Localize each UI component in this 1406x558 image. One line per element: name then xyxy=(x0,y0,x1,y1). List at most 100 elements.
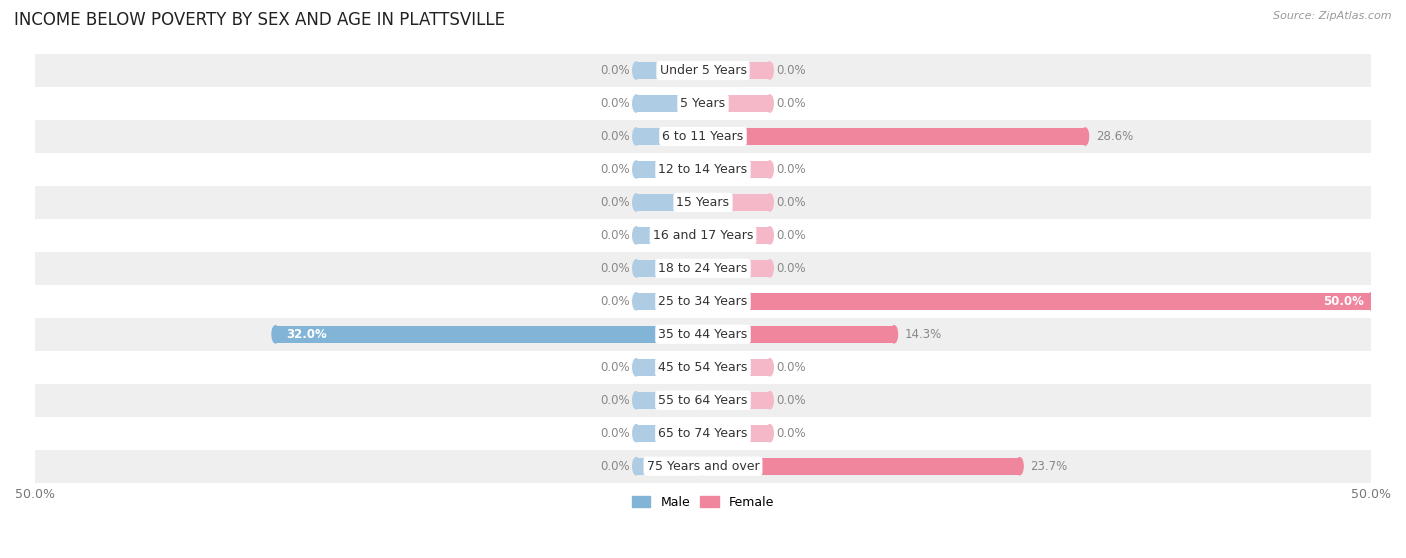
Text: 0.0%: 0.0% xyxy=(600,427,630,440)
Bar xyxy=(636,128,703,145)
Text: 15 Years: 15 Years xyxy=(676,196,730,209)
Text: 5 Years: 5 Years xyxy=(681,97,725,110)
Circle shape xyxy=(700,194,706,211)
Text: 32.0%: 32.0% xyxy=(287,328,328,341)
Bar xyxy=(636,95,703,112)
Bar xyxy=(703,227,770,244)
Circle shape xyxy=(700,392,706,409)
Bar xyxy=(276,326,703,343)
Circle shape xyxy=(633,293,640,310)
Text: 0.0%: 0.0% xyxy=(776,427,806,440)
Text: 12 to 14 Years: 12 to 14 Years xyxy=(658,163,748,176)
Text: 0.0%: 0.0% xyxy=(600,460,630,473)
Text: INCOME BELOW POVERTY BY SEX AND AGE IN PLATTSVILLE: INCOME BELOW POVERTY BY SEX AND AGE IN P… xyxy=(14,11,505,29)
Bar xyxy=(636,425,703,442)
Circle shape xyxy=(890,326,897,343)
Text: Source: ZipAtlas.com: Source: ZipAtlas.com xyxy=(1274,11,1392,21)
Circle shape xyxy=(700,227,706,244)
Circle shape xyxy=(700,227,706,244)
Bar xyxy=(636,194,703,211)
Circle shape xyxy=(700,458,706,475)
Circle shape xyxy=(700,458,706,475)
Bar xyxy=(35,384,1371,417)
Circle shape xyxy=(633,260,640,277)
Circle shape xyxy=(766,392,773,409)
Circle shape xyxy=(700,260,706,277)
Circle shape xyxy=(766,95,773,112)
Bar xyxy=(703,62,770,79)
Bar xyxy=(703,326,894,343)
Circle shape xyxy=(700,161,706,178)
Circle shape xyxy=(633,62,640,79)
Text: 14.3%: 14.3% xyxy=(904,328,942,341)
Circle shape xyxy=(633,359,640,376)
Circle shape xyxy=(700,425,706,442)
Bar xyxy=(35,120,1371,153)
Circle shape xyxy=(700,62,706,79)
Circle shape xyxy=(633,161,640,178)
Bar xyxy=(35,186,1371,219)
Text: 0.0%: 0.0% xyxy=(600,163,630,176)
Text: Under 5 Years: Under 5 Years xyxy=(659,64,747,77)
Circle shape xyxy=(633,227,640,244)
Text: 0.0%: 0.0% xyxy=(600,361,630,374)
Text: 0.0%: 0.0% xyxy=(600,196,630,209)
Bar xyxy=(636,458,703,475)
Text: 16 and 17 Years: 16 and 17 Years xyxy=(652,229,754,242)
Text: 18 to 24 Years: 18 to 24 Years xyxy=(658,262,748,275)
Text: 0.0%: 0.0% xyxy=(600,97,630,110)
Circle shape xyxy=(700,128,706,145)
Text: 55 to 64 Years: 55 to 64 Years xyxy=(658,394,748,407)
Bar xyxy=(35,351,1371,384)
Bar xyxy=(35,54,1371,87)
Circle shape xyxy=(700,293,706,310)
Text: 0.0%: 0.0% xyxy=(776,361,806,374)
Circle shape xyxy=(633,194,640,211)
Bar xyxy=(35,219,1371,252)
Circle shape xyxy=(766,161,773,178)
Circle shape xyxy=(766,359,773,376)
Circle shape xyxy=(700,293,706,310)
Text: 0.0%: 0.0% xyxy=(776,196,806,209)
Bar xyxy=(35,450,1371,483)
Circle shape xyxy=(700,326,706,343)
Bar xyxy=(636,161,703,178)
Circle shape xyxy=(766,62,773,79)
Circle shape xyxy=(766,425,773,442)
Text: 75 Years and over: 75 Years and over xyxy=(647,460,759,473)
Circle shape xyxy=(700,359,706,376)
Text: 0.0%: 0.0% xyxy=(600,130,630,143)
Circle shape xyxy=(1017,458,1024,475)
Legend: Male, Female: Male, Female xyxy=(626,489,780,515)
Circle shape xyxy=(700,425,706,442)
Circle shape xyxy=(700,62,706,79)
Bar xyxy=(703,161,770,178)
Text: 23.7%: 23.7% xyxy=(1031,460,1067,473)
Bar xyxy=(636,227,703,244)
Bar xyxy=(35,87,1371,120)
Circle shape xyxy=(700,194,706,211)
Bar xyxy=(703,95,770,112)
Circle shape xyxy=(271,326,278,343)
Bar xyxy=(703,458,1019,475)
Circle shape xyxy=(766,260,773,277)
Bar xyxy=(35,252,1371,285)
Text: 0.0%: 0.0% xyxy=(600,394,630,407)
Text: 0.0%: 0.0% xyxy=(776,262,806,275)
Circle shape xyxy=(633,128,640,145)
Circle shape xyxy=(700,95,706,112)
Text: 6 to 11 Years: 6 to 11 Years xyxy=(662,130,744,143)
Text: 0.0%: 0.0% xyxy=(776,64,806,77)
Circle shape xyxy=(766,194,773,211)
Bar xyxy=(703,359,770,376)
Circle shape xyxy=(700,260,706,277)
Bar xyxy=(35,318,1371,351)
Text: 28.6%: 28.6% xyxy=(1095,130,1133,143)
Circle shape xyxy=(633,458,640,475)
Bar xyxy=(703,425,770,442)
Bar xyxy=(703,128,1085,145)
Circle shape xyxy=(633,392,640,409)
Circle shape xyxy=(700,359,706,376)
Bar xyxy=(636,260,703,277)
Text: 50.0%: 50.0% xyxy=(1323,295,1364,308)
